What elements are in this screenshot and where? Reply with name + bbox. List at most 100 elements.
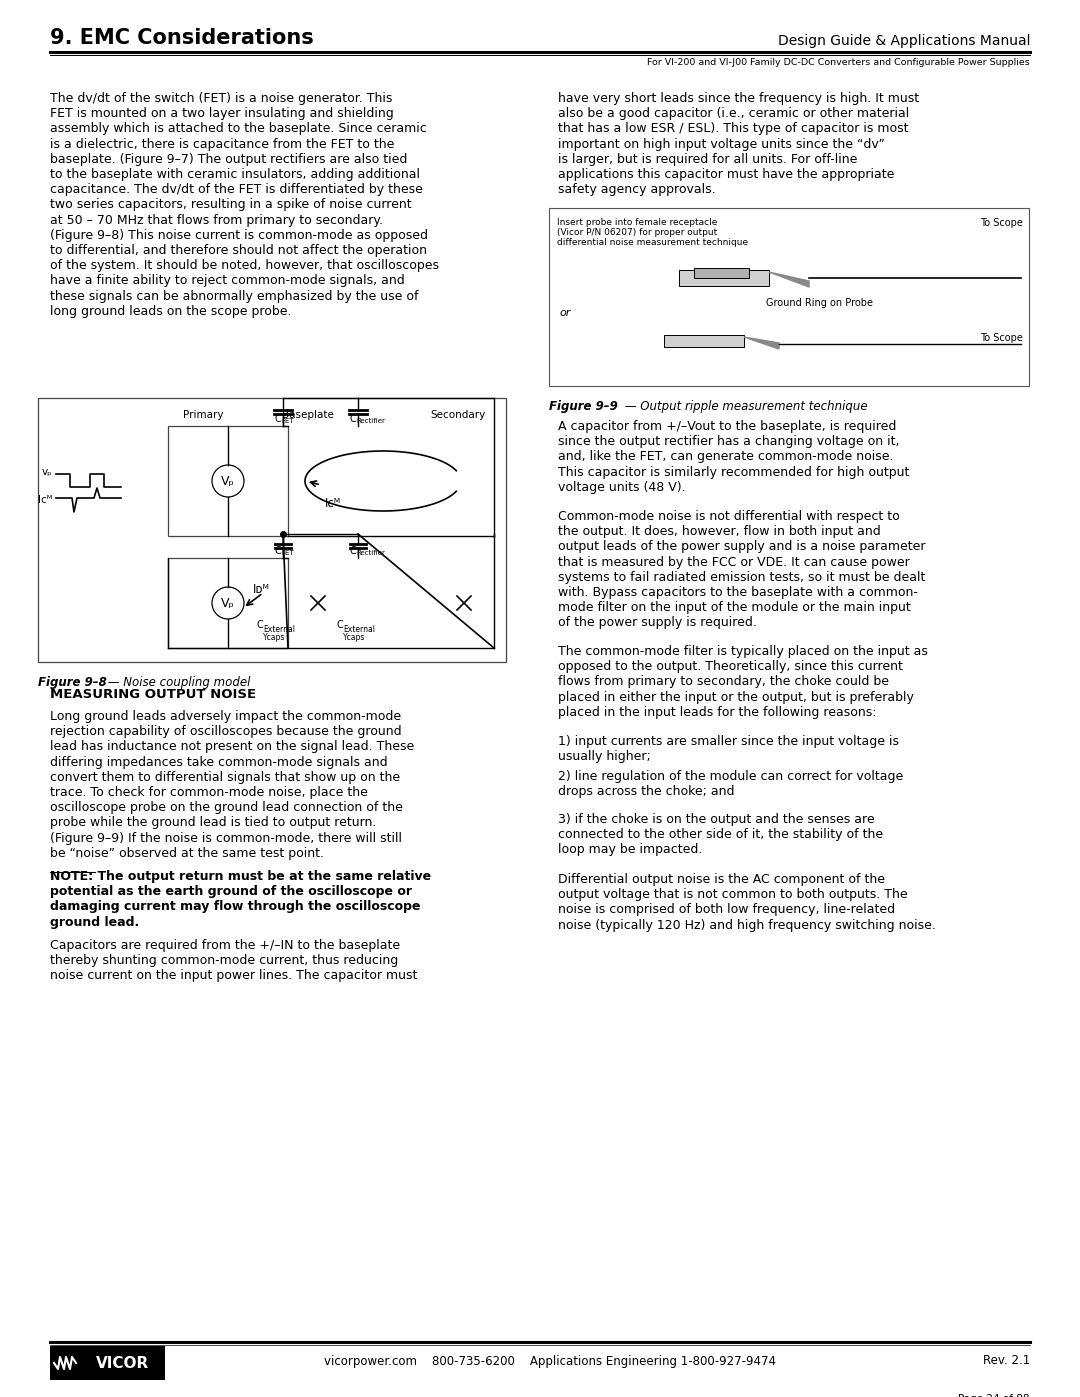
Text: Common-mode noise is not differential with respect to: Common-mode noise is not differential wi… — [558, 510, 900, 522]
Text: C: C — [274, 414, 281, 425]
Text: Ycaps: Ycaps — [343, 633, 365, 643]
Text: C: C — [349, 546, 356, 556]
Text: voltage units (48 V).: voltage units (48 V). — [558, 481, 686, 493]
Text: C: C — [274, 546, 281, 556]
Text: 9. EMC Considerations: 9. EMC Considerations — [50, 28, 314, 47]
Text: two series capacitors, resulting in a spike of noise current: two series capacitors, resulting in a sp… — [50, 198, 411, 211]
Text: (Figure 9–8) This noise current is common-mode as opposed: (Figure 9–8) This noise current is commo… — [50, 229, 428, 242]
Bar — [549, 208, 1029, 386]
Polygon shape — [744, 337, 779, 349]
Text: be “noise” observed at the same test point.: be “noise” observed at the same test poi… — [50, 847, 324, 859]
Text: that has a low ESR / ESL). This type of capacitor is most: that has a low ESR / ESL). This type of … — [558, 123, 908, 136]
Text: Iᴄᴹ: Iᴄᴹ — [325, 497, 341, 510]
Text: (Vicor P/N 06207) for proper output: (Vicor P/N 06207) for proper output — [557, 228, 717, 237]
Text: Secondary: Secondary — [430, 409, 486, 420]
Text: — Output ripple measurement technique: — Output ripple measurement technique — [621, 400, 867, 414]
Text: Differential output noise is the AC component of the: Differential output noise is the AC comp… — [558, 873, 885, 886]
Text: of the power supply is required.: of the power supply is required. — [558, 616, 757, 630]
Text: is larger, but is required for all units. For off-line: is larger, but is required for all units… — [558, 152, 858, 166]
Text: with. Bypass capacitors to the baseplate with a common-: with. Bypass capacitors to the baseplate… — [558, 585, 918, 599]
Text: Capacitors are required from the +/–IN to the baseplate: Capacitors are required from the +/–IN t… — [50, 939, 400, 951]
Text: VICOR: VICOR — [96, 1355, 150, 1370]
Text: This capacitor is similarly recommended for high output: This capacitor is similarly recommended … — [558, 465, 909, 479]
Text: applications this capacitor must have the appropriate: applications this capacitor must have th… — [558, 168, 894, 182]
Text: 3) if the choke is on the output and the senses are: 3) if the choke is on the output and the… — [558, 813, 875, 826]
Text: mode filter on the input of the module or the main input: mode filter on the input of the module o… — [558, 601, 910, 615]
Text: flows from primary to secondary, the choke could be: flows from primary to secondary, the cho… — [558, 675, 889, 689]
Text: Baseplate: Baseplate — [282, 409, 334, 420]
Text: of the system. It should be noted, however, that oscilloscopes: of the system. It should be noted, howev… — [50, 260, 438, 272]
Text: Rectifier: Rectifier — [356, 418, 384, 425]
Text: ground lead.: ground lead. — [50, 915, 139, 929]
Text: differential noise measurement technique: differential noise measurement technique — [557, 237, 748, 247]
Text: FET: FET — [281, 550, 294, 556]
Bar — [694, 268, 750, 278]
Text: to differential, and therefore should not affect the operation: to differential, and therefore should no… — [50, 244, 427, 257]
Text: NOTE: The output return must be at the same relative: NOTE: The output return must be at the s… — [50, 870, 431, 883]
Bar — [168, 426, 288, 536]
Text: capacitance. The dv/dt of the FET is differentiated by these: capacitance. The dv/dt of the FET is dif… — [50, 183, 423, 196]
Bar — [168, 557, 288, 648]
Text: Vₚ: Vₚ — [221, 475, 235, 488]
Text: trace. To check for common-mode noise, place the: trace. To check for common-mode noise, p… — [50, 787, 368, 799]
Text: or: or — [559, 307, 570, 319]
Text: vicorpower.com    800-735-6200    Applications Engineering 1-800-927-9474: vicorpower.com 800-735-6200 Applications… — [324, 1355, 777, 1368]
Text: C: C — [256, 620, 264, 630]
Text: at 50 – 70 MHz that flows from primary to secondary.: at 50 – 70 MHz that flows from primary t… — [50, 214, 383, 226]
Text: probe while the ground lead is tied to output return.: probe while the ground lead is tied to o… — [50, 816, 376, 830]
Text: these signals can be abnormally emphasized by the use of: these signals can be abnormally emphasiz… — [50, 289, 419, 303]
Text: to the baseplate with ceramic insulators, adding additional: to the baseplate with ceramic insulators… — [50, 168, 420, 182]
Text: oscilloscope probe on the ground lead connection of the: oscilloscope probe on the ground lead co… — [50, 802, 403, 814]
Text: Design Guide & Applications Manual: Design Guide & Applications Manual — [778, 34, 1030, 47]
Text: systems to fail radiated emission tests, so it must be dealt: systems to fail radiated emission tests,… — [558, 571, 926, 584]
Text: safety agency approvals.: safety agency approvals. — [558, 183, 716, 196]
Text: The dv/dt of the switch (FET) is a noise generator. This: The dv/dt of the switch (FET) is a noise… — [50, 92, 392, 105]
Text: convert them to differential signals that show up on the: convert them to differential signals tha… — [50, 771, 400, 784]
Text: FET is mounted on a two layer insulating and shielding: FET is mounted on a two layer insulating… — [50, 108, 394, 120]
Text: Long ground leads adversely impact the common-mode: Long ground leads adversely impact the c… — [50, 710, 401, 724]
Text: Vₚ: Vₚ — [221, 597, 235, 609]
Text: the output. It does, however, flow in both input and: the output. It does, however, flow in bo… — [558, 525, 881, 538]
Polygon shape — [769, 272, 809, 286]
Text: have a finite ability to reject common-mode signals, and: have a finite ability to reject common-m… — [50, 274, 405, 288]
Text: noise is comprised of both low frequency, line-related: noise is comprised of both low frequency… — [558, 904, 895, 916]
Text: 1) input currents are smaller since the input voltage is: 1) input currents are smaller since the … — [558, 735, 899, 747]
Text: output leads of the power supply and is a noise parameter: output leads of the power supply and is … — [558, 541, 926, 553]
Text: Rev. 2.1: Rev. 2.1 — [983, 1355, 1030, 1368]
Text: usually higher;: usually higher; — [558, 750, 651, 763]
Text: To Scope: To Scope — [981, 218, 1023, 228]
Text: MEASURING OUTPUT NOISE: MEASURING OUTPUT NOISE — [50, 687, 256, 701]
Text: 2) line regulation of the module can correct for voltage: 2) line regulation of the module can cor… — [558, 770, 903, 782]
Text: Ground Ring on Probe: Ground Ring on Probe — [766, 298, 873, 307]
Circle shape — [212, 587, 244, 619]
Text: damaging current may flow through the oscilloscope: damaging current may flow through the os… — [50, 901, 420, 914]
Text: To Scope: To Scope — [981, 332, 1023, 344]
Text: important on high input voltage units since the “dv”: important on high input voltage units si… — [558, 137, 885, 151]
Text: Rectifier: Rectifier — [356, 550, 384, 556]
Text: that is measured by the FCC or VDE. It can cause power: that is measured by the FCC or VDE. It c… — [558, 556, 909, 569]
Text: lead has inductance not present on the signal lead. These: lead has inductance not present on the s… — [50, 740, 415, 753]
Text: loop may be impacted.: loop may be impacted. — [558, 844, 702, 856]
Text: differing impedances take common-mode signals and: differing impedances take common-mode si… — [50, 756, 388, 768]
Text: vₚ: vₚ — [41, 467, 52, 476]
Text: The common-mode filter is typically placed on the input as: The common-mode filter is typically plac… — [558, 645, 928, 658]
Text: For VI-200 and VI-J00 Family DC-DC Converters and Configurable Power Supplies: For VI-200 and VI-J00 Family DC-DC Conve… — [647, 59, 1030, 67]
Text: placed in either the input or the output, but is preferably: placed in either the input or the output… — [558, 690, 914, 704]
Text: C: C — [349, 414, 356, 425]
Text: is a dielectric, there is capacitance from the FET to the: is a dielectric, there is capacitance fr… — [50, 137, 394, 151]
Text: Iᴄᴹ: Iᴄᴹ — [38, 495, 52, 504]
Text: Primary: Primary — [183, 409, 224, 420]
Text: output voltage that is not common to both outputs. The: output voltage that is not common to bot… — [558, 888, 907, 901]
Text: baseplate. (Figure 9–7) The output rectifiers are also tied: baseplate. (Figure 9–7) The output recti… — [50, 152, 407, 166]
Bar — [679, 270, 769, 286]
Text: — Noise coupling model: — Noise coupling model — [104, 676, 251, 689]
Text: External: External — [264, 624, 295, 634]
Text: noise current on the input power lines. The capacitor must: noise current on the input power lines. … — [50, 970, 417, 982]
Bar — [38, 398, 507, 662]
Text: rejection capability of oscilloscopes because the ground: rejection capability of oscilloscopes be… — [50, 725, 402, 738]
Text: FET: FET — [281, 418, 294, 425]
Bar — [50, 1345, 165, 1380]
Text: long ground leads on the scope probe.: long ground leads on the scope probe. — [50, 305, 292, 317]
Text: noise (typically 120 Hz) and high frequency switching noise.: noise (typically 120 Hz) and high freque… — [558, 919, 936, 932]
Text: drops across the choke; and: drops across the choke; and — [558, 785, 734, 798]
